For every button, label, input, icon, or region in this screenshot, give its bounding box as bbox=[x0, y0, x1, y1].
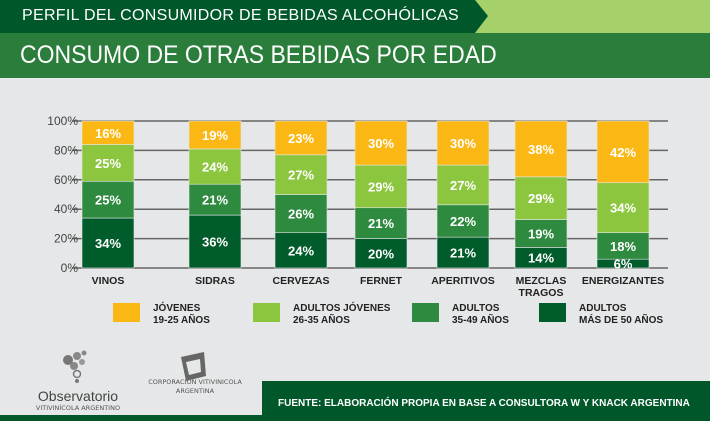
data-label: 30% bbox=[450, 136, 476, 151]
bar-segment bbox=[274, 120, 328, 156]
legend-swatch bbox=[113, 303, 140, 322]
bar-segment bbox=[436, 120, 490, 166]
bar-segment bbox=[274, 232, 328, 269]
x-tick-label: MEZCLAS TRAGOS bbox=[516, 275, 567, 299]
legend-swatch bbox=[253, 303, 280, 322]
legend-item-adultos-50: ADULTOS MÁS DE 50 AÑOS bbox=[539, 303, 663, 327]
bar-segment bbox=[596, 232, 650, 260]
bar-segment bbox=[596, 120, 650, 184]
data-label: 38% bbox=[528, 142, 554, 157]
bar-segment bbox=[81, 120, 135, 145]
y-tick-label: 20% bbox=[54, 232, 78, 246]
x-tick-label: FERNET bbox=[360, 275, 403, 287]
bar-segment bbox=[354, 164, 408, 209]
kicker-bar: PERFIL DEL CONSUMIDOR DE BEBIDAS ALCOHÓL… bbox=[0, 0, 710, 33]
bar-segment bbox=[188, 148, 242, 185]
grapes-icon bbox=[63, 350, 87, 383]
x-tick-label: SIDRAS bbox=[195, 275, 235, 287]
bar-segment bbox=[274, 194, 328, 234]
x-tick-label: VINOS bbox=[92, 275, 125, 287]
bar-segment bbox=[188, 120, 242, 150]
y-tick-label: 40% bbox=[54, 202, 78, 216]
data-label: 24% bbox=[288, 243, 314, 258]
bar-segment bbox=[354, 238, 408, 269]
data-label: 22% bbox=[450, 214, 476, 229]
bar-segment bbox=[514, 120, 568, 178]
legend-swatch bbox=[412, 303, 439, 322]
kicker-title: PERFIL DEL CONSUMIDOR DE BEBIDAS ALCOHÓL… bbox=[22, 7, 460, 24]
data-label: 36% bbox=[202, 235, 228, 250]
data-label: 27% bbox=[288, 168, 314, 183]
data-label: 19% bbox=[202, 128, 228, 143]
y-tick-label: 0% bbox=[61, 261, 79, 275]
data-label: 16% bbox=[95, 126, 121, 141]
y-tick-label: 80% bbox=[54, 143, 78, 157]
bar-segment bbox=[354, 120, 408, 166]
data-label: 29% bbox=[368, 179, 394, 194]
y-tick-label: 100% bbox=[47, 114, 78, 128]
coviar-logo: CORPORACION VITIVINICOLA ARGENTINA bbox=[135, 352, 255, 396]
data-label: 34% bbox=[95, 236, 121, 251]
y-tick-label: 60% bbox=[54, 173, 78, 187]
x-tick-label: APERITIVOS bbox=[431, 275, 495, 287]
bar-segment bbox=[81, 144, 135, 182]
data-label: 29% bbox=[528, 191, 554, 206]
data-label: 14% bbox=[528, 251, 554, 266]
bar-segment bbox=[274, 154, 328, 195]
bar-segment bbox=[436, 164, 490, 206]
bar-segment bbox=[354, 207, 408, 239]
data-label: 34% bbox=[610, 201, 636, 216]
bar-segment bbox=[514, 219, 568, 248]
legend-item-adultos-jovenes: ADULTOS JÓVENES 26-35 AÑOS bbox=[253, 303, 390, 327]
bar-segment bbox=[81, 217, 135, 269]
data-label: 18% bbox=[610, 239, 636, 254]
page-title: CONSUMO DE OTRAS BEBIDAS POR EDAD bbox=[20, 41, 497, 69]
data-label: 6% bbox=[614, 257, 633, 272]
bar-segment bbox=[188, 214, 242, 269]
data-label: 24% bbox=[202, 160, 228, 175]
data-label: 21% bbox=[202, 193, 228, 208]
bar-segment bbox=[436, 204, 490, 238]
legend-item-adultos: ADULTOS 35-49 AÑOS bbox=[412, 303, 509, 327]
data-label: 19% bbox=[528, 226, 554, 241]
data-label: 27% bbox=[450, 178, 476, 193]
data-label: 20% bbox=[368, 246, 394, 261]
bar-segment bbox=[81, 180, 135, 219]
data-label: 25% bbox=[95, 193, 121, 208]
bottom-rule bbox=[0, 415, 710, 421]
legend-swatch bbox=[539, 303, 566, 322]
data-label: 23% bbox=[288, 131, 314, 146]
data-label: 30% bbox=[368, 136, 394, 151]
legend-item-jovenes: JÓVENES 19-25 AÑOS bbox=[113, 303, 210, 327]
observatorio-logo: Observatorio VITIVINÍCOLA ARGENTINO bbox=[28, 350, 128, 412]
source-note: FUENTE: ELABORACIÓN PROPIA EN BASE A CON… bbox=[262, 381, 710, 415]
bar-segment bbox=[188, 183, 242, 216]
data-label: 21% bbox=[450, 246, 476, 261]
data-label: 26% bbox=[288, 207, 314, 222]
x-tick-label: CERVEZAS bbox=[273, 275, 330, 287]
data-label: 21% bbox=[368, 216, 394, 231]
data-label: 42% bbox=[610, 145, 636, 160]
bar-segment bbox=[514, 176, 568, 220]
coviar-emblem-icon bbox=[181, 352, 206, 381]
data-label: 25% bbox=[95, 156, 121, 171]
stacked-bar-chart: 0% 20% 40% 60% 80% 100% 34% 25% 25% 16% VINOS 36% 21… bbox=[47, 114, 668, 299]
title-bar: CONSUMO DE OTRAS BEBIDAS POR EDAD bbox=[0, 33, 710, 78]
x-tick-label: ENERGIZANTES bbox=[582, 275, 664, 287]
bar-segment bbox=[436, 236, 490, 269]
